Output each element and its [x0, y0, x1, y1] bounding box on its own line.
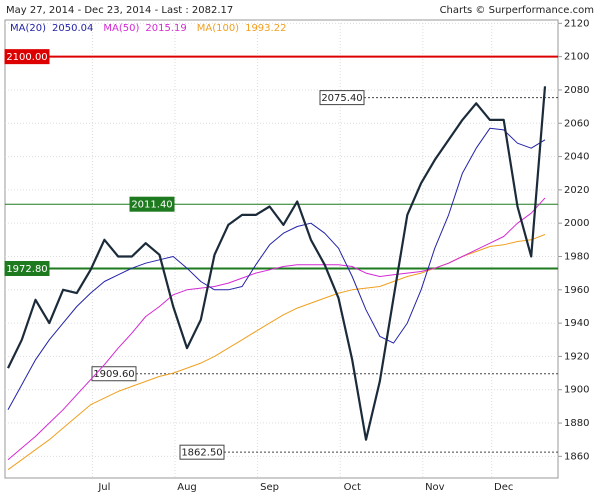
x-tick-label: Oct: [344, 482, 361, 493]
ma-line: [7, 197, 546, 461]
legend-value: 2050.04: [52, 23, 93, 34]
y-tick-label: 1860: [564, 451, 589, 462]
y-tick-label: 1940: [564, 318, 589, 329]
x-tick-label: Dec: [494, 482, 513, 493]
legend-label: MA(20): [10, 23, 46, 34]
y-tick-label: 1880: [564, 418, 589, 429]
x-tick-label: Sep: [260, 482, 279, 493]
x-tick-label: Aug: [177, 482, 197, 493]
level-label: 1862.50: [181, 448, 222, 459]
level-label-box: [4, 49, 50, 65]
y-tick-label: 2100: [564, 52, 589, 63]
price-line: [7, 86, 547, 441]
level-label-box: [91, 366, 137, 382]
chart-title: May 27, 2014 - Dec 23, 2014 - Last : 208…: [6, 5, 233, 16]
legend-label: MA(50): [103, 23, 139, 34]
y-tick-label: 1920: [564, 351, 589, 362]
level-label-box: [4, 260, 50, 276]
credit: Charts © Surperformance.com: [440, 5, 594, 16]
y-tick-label: 2040: [564, 152, 589, 163]
level-label: 1972.80: [6, 264, 47, 275]
x-tick-label: Jul: [97, 482, 110, 493]
level-label: 2011.40: [131, 200, 172, 211]
y-tick-label: 2000: [564, 218, 589, 229]
y-tick-label: 1900: [564, 385, 589, 396]
level-label-box: [179, 444, 225, 460]
y-tick-label: 1960: [564, 285, 589, 296]
x-tick-label: Nov: [425, 482, 445, 493]
level-label: 2100.00: [6, 52, 47, 63]
ma-line: [7, 127, 546, 410]
y-tick-label: 2080: [564, 85, 589, 96]
y-tick-label: 1980: [564, 251, 589, 262]
y-tick-label: 2060: [564, 118, 589, 129]
level-label: 2075.40: [321, 93, 362, 104]
level-label: 1909.60: [93, 369, 134, 380]
legend-value: 2015.19: [145, 23, 186, 34]
level-label-box: [129, 196, 175, 212]
y-tick-label: 2020: [564, 185, 589, 196]
level-label-box: [319, 90, 365, 106]
y-tick-label: 2120: [564, 18, 589, 29]
plot-frame: [4, 19, 559, 479]
legend-value: 1993.22: [245, 23, 286, 34]
legend-label: MA(100): [197, 23, 239, 34]
